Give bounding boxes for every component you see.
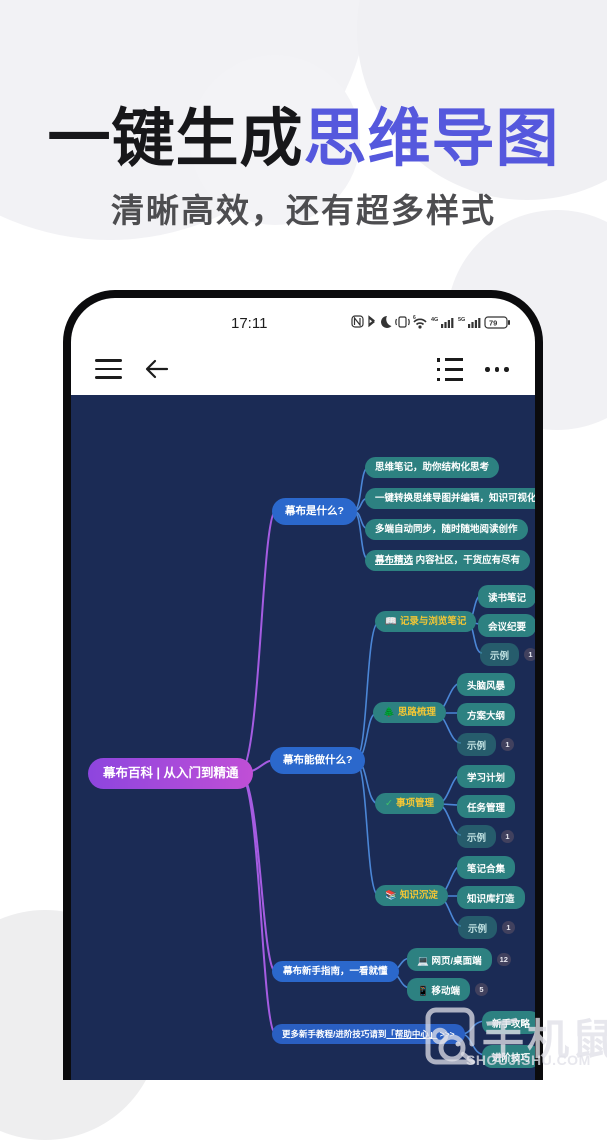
- mindmap-leaf-example[interactable]: 示例: [457, 825, 497, 848]
- count-badge: 1: [502, 921, 516, 934]
- bg-blob: [190, 55, 360, 225]
- mindmap-leaf-advanced-tips[interactable]: 进阶技巧: [482, 1045, 535, 1068]
- svg-text:5G: 5G: [458, 317, 465, 323]
- svg-text:4G: 4G: [431, 317, 438, 323]
- mindmap-leaf-meeting-minutes[interactable]: 会议纪要: [478, 614, 535, 637]
- battery-icon: 79: [484, 316, 510, 329]
- mindmap-leaf-web-desktop[interactable]: 💻 网页/桌面端: [407, 948, 492, 971]
- mindmap-branch-beginner-guide[interactable]: 幕布新手指南，一看就懂: [272, 961, 399, 983]
- mindmap-leaf-one-key-convert[interactable]: 一键转换思维导图并编辑，知识可视化: [365, 488, 535, 510]
- mindmap-node-root[interactable]: 幕布百科 | 从入门到精通: [88, 758, 254, 789]
- mindmap-leaf-newbie-strategy[interactable]: 新手攻略: [482, 1011, 535, 1034]
- signal-5g-icon: 5G: [458, 317, 481, 328]
- wifi-icon: 6: [413, 315, 427, 329]
- mindmap-leaf-mubu-selection[interactable]: 幕布精选 内容社区，干货应有尽有: [365, 550, 531, 572]
- mindmap-leaf-example[interactable]: 示例: [457, 733, 497, 756]
- mindmap-leaf-brainstorm[interactable]: 头脑风暴: [457, 673, 516, 696]
- mindmap-canvas[interactable]: 幕布百科 | 从入门到精通 幕布是什么? 思维笔记，助你结构化思考 一键转换思维…: [71, 395, 535, 1080]
- book-icon: 📖: [385, 616, 397, 627]
- phone-icon: 📱: [417, 985, 429, 997]
- more-options-icon[interactable]: [485, 367, 509, 372]
- signal-4g-icon: 4G: [431, 317, 454, 328]
- mindmap-leaf-task-management[interactable]: 任务管理: [457, 795, 516, 818]
- count-badge: 1: [501, 830, 515, 843]
- mindmap-leaf-note-collection[interactable]: 笔记合集: [457, 856, 516, 879]
- title-black: 一键生成: [47, 104, 304, 174]
- mindmap-leaf-example[interactable]: 示例: [458, 916, 498, 939]
- mindmap-leaf-mind-notes[interactable]: 思维笔记，助你结构化思考: [365, 457, 500, 479]
- watermark: 手机鼠 SHOUJISHU.COM: [420, 1002, 607, 1080]
- mindmap-leaf-study-plan[interactable]: 学习计划: [457, 765, 516, 788]
- night-mode-icon: [381, 316, 392, 328]
- menu-icon[interactable]: [95, 359, 122, 379]
- svg-text:79: 79: [489, 319, 497, 328]
- outline-list-icon[interactable]: [437, 358, 463, 381]
- tree-icon: 🌲: [383, 707, 395, 718]
- check-icon: ✓: [385, 798, 393, 809]
- nfc-icon: [353, 316, 361, 327]
- books-icon: 📚: [385, 890, 397, 901]
- status-time: 17:11: [231, 315, 268, 332]
- mindmap-leaf-plan-outline[interactable]: 方案大纲: [457, 703, 516, 726]
- page-title: 一键生成思维导图: [0, 88, 607, 179]
- laptop-icon: 💻: [417, 955, 429, 967]
- mindmap-branch-what-can-do[interactable]: 幕布能做什么?: [270, 747, 366, 774]
- app-toolbar: [71, 344, 535, 395]
- watermark-cn: 手机鼠: [482, 1016, 607, 1063]
- mindmap-leaf-mobile[interactable]: 📱 移动端: [407, 978, 470, 1001]
- count-badge: 1: [501, 738, 515, 751]
- mindmap-category-knowledge-base[interactable]: 📚 知识沉淀: [375, 885, 448, 907]
- count-badge: 1: [524, 648, 535, 661]
- mindmap-branch-what-is-mubu[interactable]: 幕布是什么?: [272, 498, 357, 525]
- vibrate-icon: [395, 316, 410, 328]
- status-icons: 6 4G 5G: [351, 315, 510, 329]
- count-badge: 5: [475, 983, 488, 996]
- back-arrow-icon[interactable]: [141, 353, 173, 385]
- mindmap-leaf-knowledge-building[interactable]: 知识库打造: [457, 886, 525, 909]
- page-subtitle: 清晰高效，还有超多样式: [111, 192, 496, 229]
- mindmap-category-idea-sorting[interactable]: 🌲 思路梳理: [373, 702, 446, 724]
- mouse-logo-icon: [425, 1007, 476, 1065]
- count-badge: 12: [496, 953, 511, 966]
- svg-text:6: 6: [413, 315, 416, 321]
- nfc-icon: [351, 315, 364, 328]
- mindmap-category-notes[interactable]: 📖 记录与浏览笔记: [375, 611, 477, 633]
- mindmap-leaf-reading-notes[interactable]: 读书笔记: [478, 585, 535, 608]
- phone-screen: 17:11 6 4G: [71, 298, 535, 1080]
- mindmap-leaf-example[interactable]: 示例: [480, 643, 520, 666]
- phone-mockup: 17:11 6 4G: [63, 290, 543, 1080]
- mindmap-leaf-multi-device-sync[interactable]: 多端自动同步，随时随地阅读创作: [365, 519, 528, 541]
- status-bar: 17:11 6 4G: [71, 298, 535, 344]
- mindmap-category-task-management[interactable]: ✓ 事项管理: [375, 793, 444, 815]
- title-accent: 思维导图: [303, 104, 560, 174]
- bluetooth-icon: [368, 315, 375, 328]
- watermark-en: SHOUJISHU.COM: [466, 1052, 591, 1068]
